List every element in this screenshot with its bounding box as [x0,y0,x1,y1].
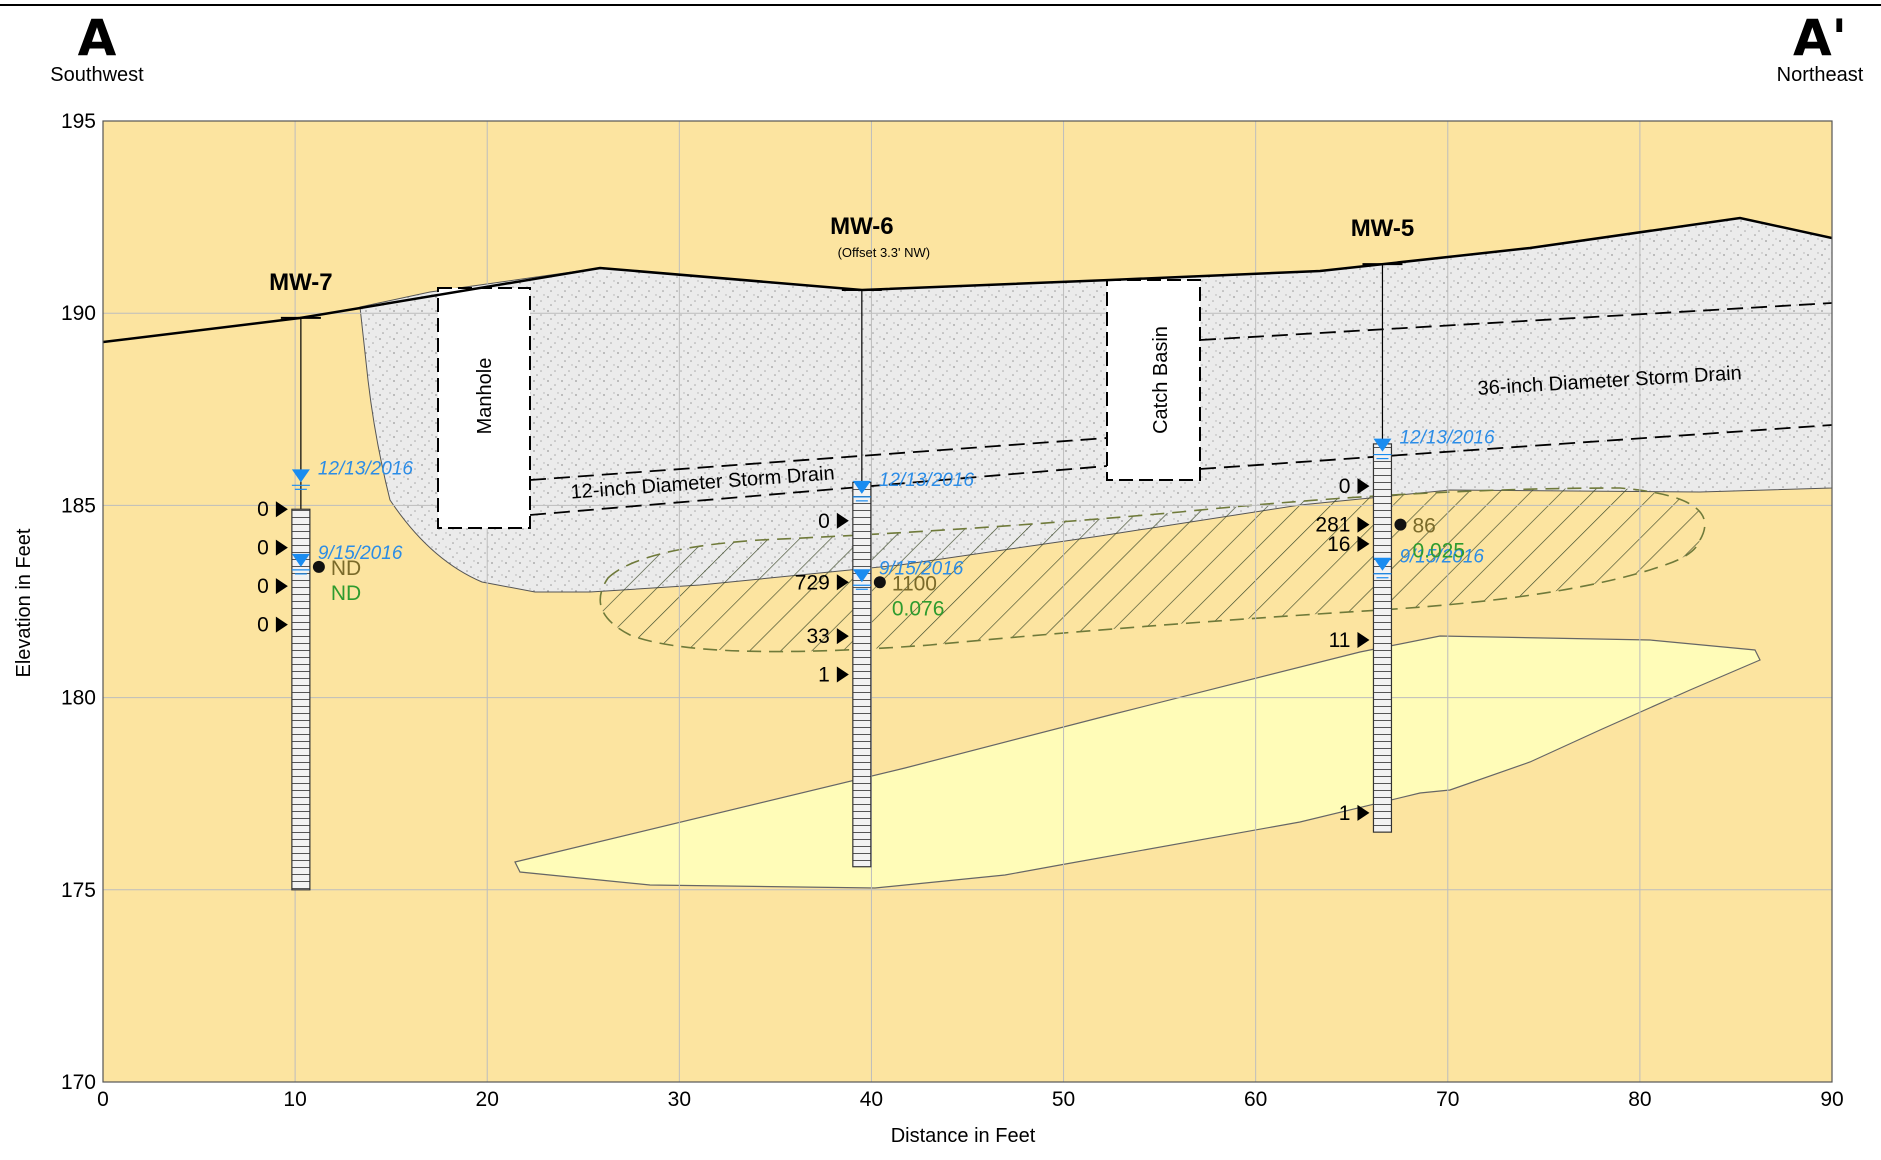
x-axis-title: Distance in Feet [891,1125,1036,1147]
sample-value: 11 [1329,629,1351,652]
groundwater-sample-dot [1394,518,1407,531]
x-axis-ticks: 0 10 20 30 40 50 60 70 80 90 [97,1088,1844,1111]
plot-area [103,121,1832,1082]
grid-lines [103,121,1832,1082]
concentration-secondary: 0.025 [1412,540,1465,563]
wells-layer [275,263,1407,891]
manhole-box [437,287,531,529]
well-screen [291,508,311,891]
sample-value: 16 [1327,533,1350,556]
water-level-date: 9/15/2016 [1399,547,1484,568]
y-tick-label: 195 [61,110,96,133]
storm-drain-36-top [1199,302,1832,341]
storm-drain-36-bottom [1199,424,1832,470]
y-tick-label: 175 [61,879,96,902]
concentration-primary: ND [331,557,361,580]
sample-value: 0 [1339,475,1351,498]
sample-marker-icon [836,512,849,529]
sample-value: 1 [818,664,830,687]
y-axis-title: Elevation in Feet [13,528,35,677]
sample-marker-icon [1357,804,1370,821]
y-axis-ticks: 195 190 185 180 175 170 [61,110,96,1094]
x-tick-label: 60 [1244,1088,1267,1111]
sample-marker-icon [1357,516,1370,533]
well-screen [1372,443,1393,833]
water-level-date: 9/15/2016 [879,558,964,579]
well-mw-6 [836,288,886,868]
sample-value: 33 [806,625,829,648]
groundwater-sample-dot [873,576,886,589]
impacted-zone [599,487,1706,653]
well-mw-7 [275,316,325,891]
section-end-label: A' [1793,9,1847,67]
section-end-direction: Northeast [1777,64,1864,86]
ground-surface-line [103,216,1832,344]
sample-marker-icon [836,666,849,683]
concentration-secondary: ND [331,582,361,605]
sample-value: 0 [257,498,269,521]
water-level-marker-icon [852,569,871,583]
well-mw-5 [1357,263,1407,833]
sample-value: 0 [818,510,830,533]
sample-value: 729 [795,571,830,594]
x-tick-label: 40 [860,1088,883,1111]
x-tick-label: 0 [97,1088,109,1111]
section-start-direction: Southwest [50,64,144,86]
sample-marker-icon [1357,631,1370,648]
x-tick-label: 80 [1628,1088,1651,1111]
section-start-label: A [78,9,117,67]
sample-marker-icon [275,616,288,633]
sample-marker-icon [275,501,288,518]
y-tick-label: 185 [61,494,96,517]
water-level-date: 12/13/2016 [1399,428,1495,449]
sample-value: 0 [257,537,269,560]
well-screen [852,481,872,868]
x-tick-label: 70 [1436,1088,1459,1111]
sample-marker-icon [836,574,849,591]
water-level-marker-icon [1373,557,1392,571]
x-tick-label: 10 [283,1088,306,1111]
x-tick-label: 20 [476,1088,499,1111]
storm-drain-12-top [529,437,1108,481]
water-level-date: 12/13/2016 [879,470,975,491]
water-level-marker-icon [291,553,310,567]
sample-value: 0 [257,575,269,598]
well-subtitle: (Offset 3.3' NW) [838,245,931,260]
sample-marker-icon [836,628,849,645]
concentration-primary: 1100 [892,572,937,595]
concentration-primary: 86 [1412,515,1435,538]
well-name: MW-7 [269,269,333,296]
sample-value: 281 [1315,514,1350,537]
water-level-marker-icon [852,480,871,494]
sample-marker-icon [275,539,288,556]
sample-value: 1 [1339,802,1351,825]
water-level-date: 12/13/2016 [318,458,414,479]
x-tick-label: 30 [668,1088,691,1111]
catch-basin-label: Catch Basin [1150,326,1172,434]
y-tick-label: 190 [61,302,96,325]
catch-basin-box [1106,279,1201,481]
y-tick-label: 180 [61,687,96,710]
sample-marker-icon [275,578,288,595]
y-tick-label: 170 [61,1071,96,1094]
well-name: MW-5 [1351,215,1415,242]
plot-frame [102,120,1833,1083]
sample-value: 0 [257,614,269,637]
storm-drain-12-bottom [529,465,1108,516]
x-tick-label: 90 [1820,1088,1843,1111]
sample-marker-icon [1357,478,1370,495]
water-level-marker-icon [1373,438,1392,452]
x-tick-label: 50 [1052,1088,1075,1111]
concentration-secondary: 0.076 [892,597,945,620]
water-level-marker-icon [291,469,310,483]
sample-marker-icon [1357,535,1370,552]
manhole-label: Manhole [474,358,496,435]
well-name: MW-6 [830,213,894,240]
groundwater-sample-dot [312,560,325,573]
water-level-date: 9/15/2016 [318,543,403,564]
